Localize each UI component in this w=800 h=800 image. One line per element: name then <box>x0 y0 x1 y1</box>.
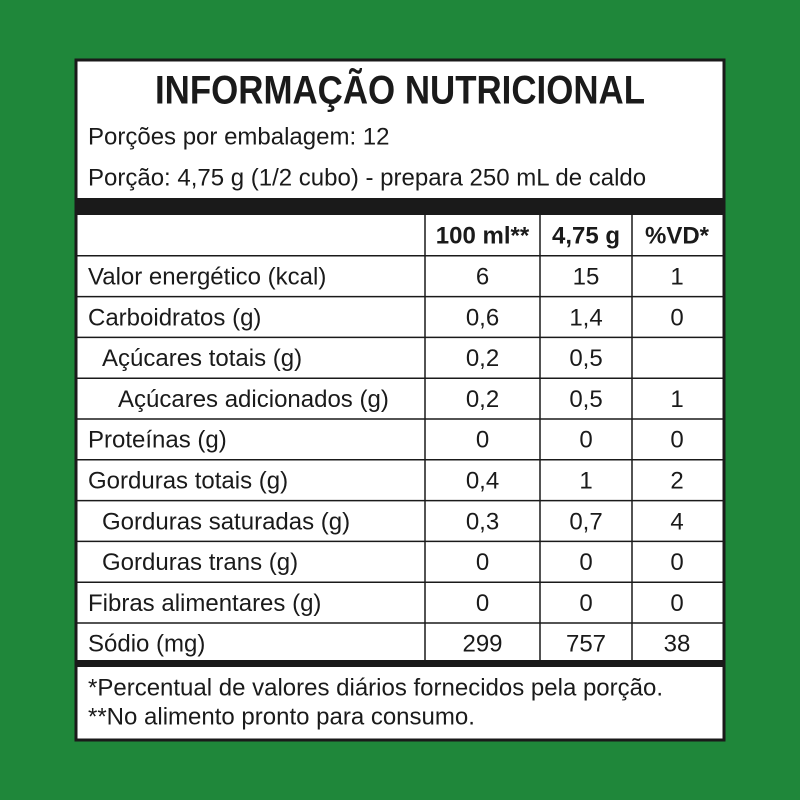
cell-value: 2 <box>670 468 683 495</box>
servings: Porções por embalagem: 12 <box>88 123 390 150</box>
row-label: Gorduras trans (g) <box>102 549 298 576</box>
footnote: *Percentual de valores diários fornecido… <box>88 674 663 701</box>
cell-value: 0 <box>476 590 489 617</box>
column-header: 100 ml** <box>436 223 530 250</box>
cell-value: 38 <box>664 631 691 658</box>
cell-value: 1,4 <box>569 304 602 331</box>
cell-value: 1 <box>670 264 683 291</box>
cell-value: 1 <box>670 386 683 413</box>
column-header: 4,75 g <box>552 223 620 250</box>
row-label: Proteínas (g) <box>88 427 227 454</box>
row-label: Açúcares totais (g) <box>102 345 302 372</box>
cell-value: 1 <box>579 468 592 495</box>
cell-value: 15 <box>573 264 600 291</box>
cell-value: 0,7 <box>569 508 602 535</box>
cell-value: 0 <box>476 549 489 576</box>
serving-size: Porção: 4,75 g (1/2 cubo) - prepara 250 … <box>88 164 646 191</box>
row-label: Fibras alimentares (g) <box>88 590 321 617</box>
thick-rule <box>77 198 723 215</box>
column-header: %VD* <box>645 223 710 250</box>
row-label: Valor energético (kcal) <box>88 264 326 291</box>
cell-value: 0 <box>670 590 683 617</box>
cell-value: 0 <box>579 427 592 454</box>
label-box <box>74 58 726 742</box>
cell-value: 0,2 <box>466 386 499 413</box>
footnote: **No alimento pronto para consumo. <box>88 703 475 730</box>
cell-value: 6 <box>476 264 489 291</box>
cell-value: 299 <box>462 631 502 658</box>
row-label: Açúcares adicionados (g) <box>118 386 389 413</box>
thick-rule <box>77 660 723 667</box>
cell-value: 0,5 <box>569 386 602 413</box>
title: INFORMAÇÃO NUTRICIONAL <box>155 67 645 113</box>
cell-value: 0,6 <box>466 304 499 331</box>
row-label: Carboidratos (g) <box>88 304 261 331</box>
cell-value: 4 <box>670 508 683 535</box>
cell-value: 0 <box>476 427 489 454</box>
cell-value: 0 <box>670 427 683 454</box>
cell-value: 0,3 <box>466 508 499 535</box>
cell-value: 0,2 <box>466 345 499 372</box>
cell-value: 757 <box>566 631 606 658</box>
cell-value: 0,4 <box>466 468 499 495</box>
row-label: Gorduras saturadas (g) <box>102 508 350 535</box>
cell-value: 0 <box>670 304 683 331</box>
row-label: Sódio (mg) <box>88 631 205 658</box>
cell-value: 0 <box>579 549 592 576</box>
cell-value: 0,5 <box>569 345 602 372</box>
row-label: Gorduras totais (g) <box>88 468 288 495</box>
cell-value: 0 <box>670 549 683 576</box>
cell-value: 0 <box>579 590 592 617</box>
